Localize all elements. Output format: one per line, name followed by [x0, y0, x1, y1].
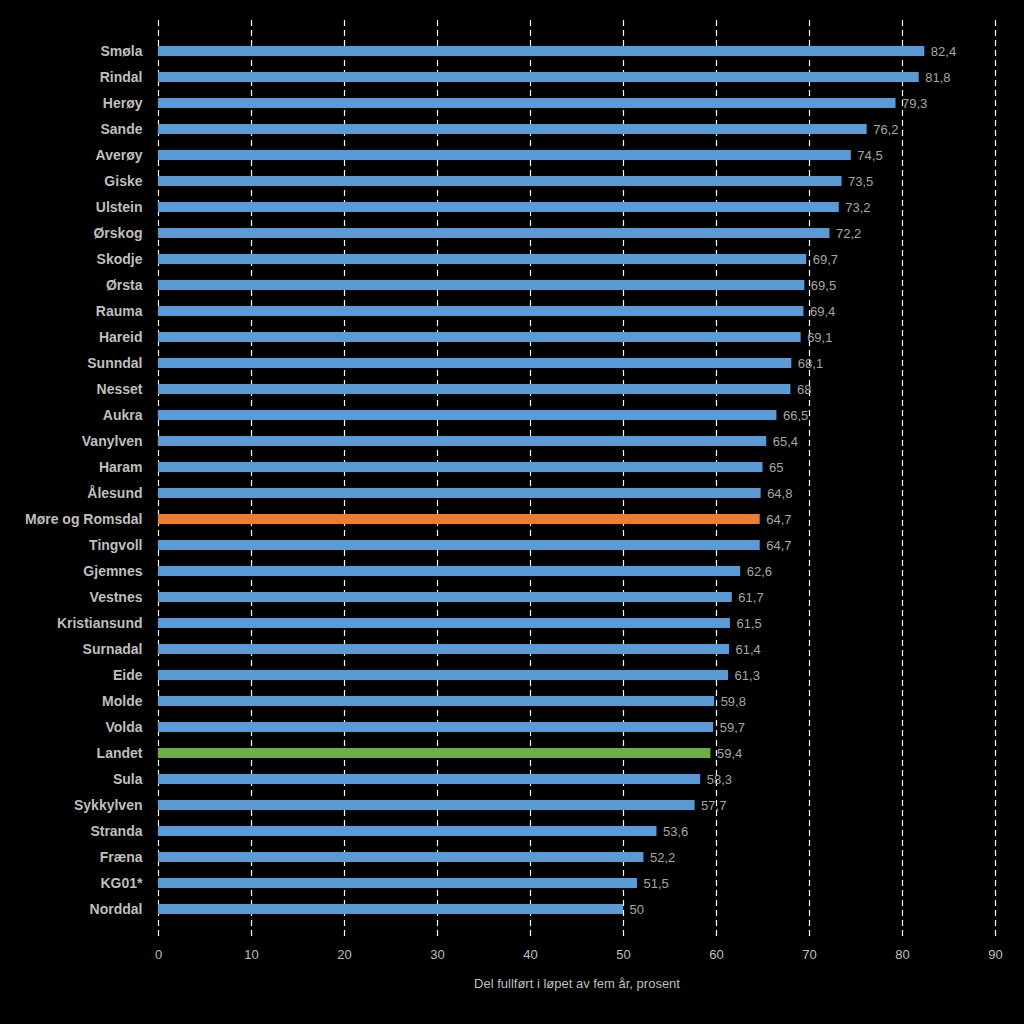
svg-text:Sande: Sande	[100, 121, 142, 137]
svg-text:Ørsta: Ørsta	[106, 277, 143, 293]
svg-text:Stranda: Stranda	[90, 823, 142, 839]
svg-text:79,3: 79,3	[902, 96, 927, 111]
svg-text:61,5: 61,5	[736, 616, 761, 631]
svg-text:73,2: 73,2	[845, 200, 870, 215]
svg-text:Rauma: Rauma	[96, 303, 143, 319]
svg-text:69,4: 69,4	[810, 304, 835, 319]
svg-text:Ørskog: Ørskog	[93, 225, 142, 241]
svg-text:KG01*: KG01*	[100, 875, 143, 891]
svg-text:Møre og Romsdal: Møre og Romsdal	[25, 511, 142, 527]
svg-text:Haram: Haram	[99, 459, 143, 475]
svg-text:Hareid: Hareid	[99, 329, 143, 345]
svg-text:20: 20	[337, 947, 351, 962]
svg-text:58,3: 58,3	[707, 772, 732, 787]
svg-text:Aukra: Aukra	[103, 407, 143, 423]
svg-text:65,4: 65,4	[773, 434, 798, 449]
svg-text:Vanylven: Vanylven	[82, 433, 143, 449]
svg-text:50: 50	[630, 902, 644, 917]
svg-text:Surnadal: Surnadal	[83, 641, 143, 657]
svg-text:Eide: Eide	[113, 667, 143, 683]
svg-text:66,5: 66,5	[783, 408, 808, 423]
svg-text:80: 80	[895, 947, 909, 962]
svg-text:64,7: 64,7	[766, 538, 791, 553]
svg-text:60: 60	[709, 947, 723, 962]
svg-text:Norddal: Norddal	[90, 901, 143, 917]
svg-text:Gjemnes: Gjemnes	[83, 563, 142, 579]
svg-text:Ulstein: Ulstein	[96, 199, 143, 215]
svg-text:30: 30	[430, 947, 444, 962]
svg-text:52,2: 52,2	[650, 850, 675, 865]
svg-text:Nesset: Nesset	[97, 381, 143, 397]
svg-text:82,4: 82,4	[931, 44, 956, 59]
svg-text:61,7: 61,7	[738, 590, 763, 605]
svg-text:50: 50	[616, 947, 630, 962]
svg-text:Sykkylven: Sykkylven	[74, 797, 143, 813]
svg-text:40: 40	[523, 947, 537, 962]
svg-text:90: 90	[988, 947, 1002, 962]
svg-text:61,4: 61,4	[736, 642, 761, 657]
svg-text:73,5: 73,5	[848, 174, 873, 189]
svg-text:76,2: 76,2	[873, 122, 898, 137]
svg-text:68: 68	[797, 382, 811, 397]
svg-text:51,5: 51,5	[643, 876, 668, 891]
svg-text:81,8: 81,8	[925, 70, 950, 85]
svg-text:Sunndal: Sunndal	[87, 355, 142, 371]
svg-text:Volda: Volda	[105, 719, 142, 735]
svg-text:65: 65	[769, 460, 783, 475]
svg-text:Molde: Molde	[102, 693, 143, 709]
svg-text:Fræna: Fræna	[100, 849, 143, 865]
svg-text:72,2: 72,2	[836, 226, 861, 241]
svg-text:70: 70	[802, 947, 816, 962]
svg-text:Ålesund: Ålesund	[87, 485, 142, 501]
svg-text:Vestnes: Vestnes	[90, 589, 143, 605]
svg-text:61,3: 61,3	[735, 668, 760, 683]
svg-text:59,4: 59,4	[717, 746, 742, 761]
svg-text:69,1: 69,1	[807, 330, 832, 345]
svg-text:59,8: 59,8	[721, 694, 746, 709]
svg-text:Rindal: Rindal	[100, 69, 143, 85]
svg-text:57,7: 57,7	[701, 798, 726, 813]
svg-text:Tingvoll: Tingvoll	[89, 537, 142, 553]
svg-text:Averøy: Averøy	[96, 147, 143, 163]
svg-text:68,1: 68,1	[798, 356, 823, 371]
svg-text:69,7: 69,7	[813, 252, 838, 267]
svg-text:62,6: 62,6	[747, 564, 772, 579]
svg-text:Kristiansund: Kristiansund	[57, 615, 143, 631]
svg-text:Smøla: Smøla	[100, 43, 142, 59]
svg-text:64,8: 64,8	[767, 486, 792, 501]
svg-text:64,7: 64,7	[766, 512, 791, 527]
svg-text:74,5: 74,5	[857, 148, 882, 163]
svg-text:59,7: 59,7	[720, 720, 745, 735]
svg-text:Herøy: Herøy	[103, 95, 143, 111]
svg-text:10: 10	[244, 947, 258, 962]
svg-text:53,6: 53,6	[663, 824, 688, 839]
svg-text:Sula: Sula	[113, 771, 143, 787]
svg-text:0: 0	[155, 947, 162, 962]
svg-text:Del fullført i løpet av fem år: Del fullført i løpet av fem år, prosent	[474, 976, 680, 991]
svg-text:Skodje: Skodje	[97, 251, 143, 267]
svg-text:69,5: 69,5	[811, 278, 836, 293]
svg-text:Landet: Landet	[97, 745, 143, 761]
svg-text:Giske: Giske	[104, 173, 142, 189]
